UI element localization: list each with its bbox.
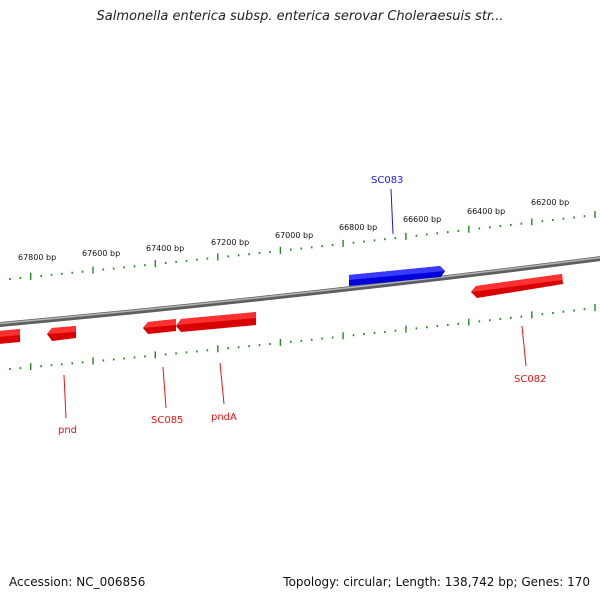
scale-label: 67200 bp — [211, 238, 249, 247]
gene-sc082[interactable]: SC082 — [471, 274, 563, 385]
gene-label-sc082: SC082 — [514, 374, 546, 385]
accession-text: Accession: NC_006856 — [9, 575, 146, 589]
gene-partial-left[interactable] — [0, 329, 20, 344]
scale-label: 67800 bp — [18, 253, 56, 262]
gene-sc085[interactable]: SC085 — [143, 319, 183, 426]
genome-backbone — [0, 256, 600, 328]
scale-label: 66400 bp — [467, 207, 505, 216]
gene-label-sc083: SC083 — [371, 175, 403, 186]
scale-label: 66800 bp — [339, 223, 377, 232]
gene-pnd[interactable]: pnd — [47, 326, 77, 436]
outer-scale-ticks — [9, 211, 596, 280]
scale-labels: 67800 bp 67600 bp 67400 bp 67200 bp 6700… — [18, 198, 569, 262]
scale-label: 67000 bp — [275, 231, 313, 240]
scale-label: 66600 bp — [403, 215, 441, 224]
gene-label-pnda: pndA — [211, 412, 237, 423]
inner-scale-ticks — [9, 304, 596, 371]
gene-pnda[interactable]: pndA — [176, 312, 256, 423]
topology-summary: Topology: circular; Length: 138,742 bp; … — [283, 575, 590, 589]
gene-label-sc085: SC085 — [151, 415, 183, 426]
map-title: Salmonella enterica subsp. enterica sero… — [96, 9, 504, 24]
scale-label: 67400 bp — [146, 244, 184, 253]
scale-label: 66200 bp — [531, 198, 569, 207]
gene-label-pnd: pnd — [58, 425, 77, 436]
gene-sc083[interactable]: SC083 — [349, 175, 445, 286]
scale-label: 67600 bp — [82, 249, 120, 258]
